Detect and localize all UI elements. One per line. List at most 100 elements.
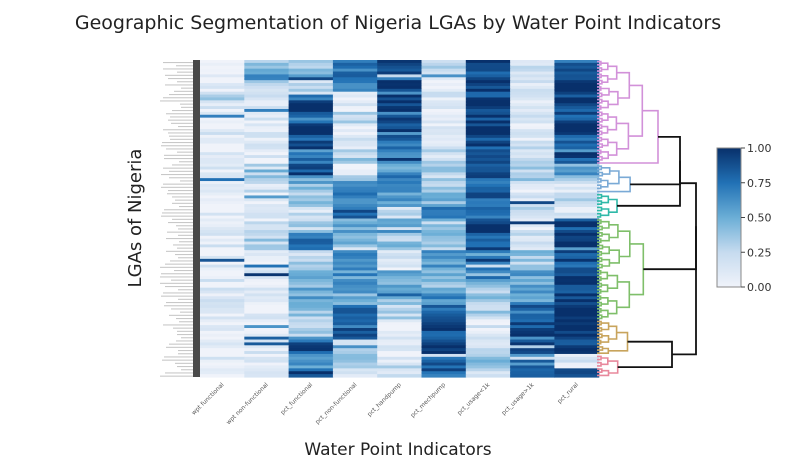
heatmap-cell bbox=[465, 114, 511, 119]
heatmap-cell bbox=[554, 362, 600, 367]
dendrogram-branch bbox=[608, 224, 619, 239]
heatmap-cell bbox=[332, 247, 378, 251]
heatmap-cell bbox=[332, 77, 378, 81]
heatmap-cell bbox=[510, 80, 555, 84]
row-label-mark bbox=[169, 135, 193, 137]
heatmap-cell bbox=[465, 279, 511, 283]
heatmap-cell bbox=[421, 302, 467, 306]
heatmap-cell bbox=[377, 232, 423, 237]
heatmap-cell bbox=[244, 293, 290, 297]
heatmap-cell bbox=[244, 224, 290, 228]
heatmap-cell bbox=[377, 374, 423, 378]
heatmap-cell bbox=[421, 123, 467, 127]
heatmap-cell bbox=[200, 94, 245, 99]
row-label-mark bbox=[167, 193, 193, 195]
heatmap-cell bbox=[200, 267, 245, 271]
heatmap-cell bbox=[377, 192, 423, 197]
heatmap-cell bbox=[332, 307, 378, 312]
heatmap-cell bbox=[510, 204, 555, 208]
heatmap-cell bbox=[200, 155, 245, 159]
heatmap-cell bbox=[200, 106, 245, 110]
row-label-mark bbox=[170, 260, 193, 262]
heatmap-cell bbox=[377, 137, 423, 142]
heatmap-cell bbox=[332, 299, 378, 303]
row-label-mark bbox=[177, 334, 193, 336]
heatmap-cell bbox=[377, 129, 423, 133]
heatmap-cell bbox=[200, 74, 245, 78]
heatmap-cell bbox=[244, 111, 290, 116]
x-tick-label: pct_mechpump bbox=[409, 381, 447, 419]
heatmap-cell bbox=[554, 77, 600, 81]
heatmap-cell bbox=[200, 281, 245, 286]
heatmap-cell bbox=[377, 155, 423, 159]
heatmap-cell bbox=[421, 348, 467, 352]
heatmap-cell bbox=[554, 71, 600, 76]
heatmap-cell bbox=[510, 123, 555, 127]
row-label-mark bbox=[172, 218, 193, 220]
row-label-mark bbox=[168, 119, 193, 121]
heatmap-cell bbox=[200, 88, 245, 93]
heatmap-cell bbox=[465, 106, 511, 110]
heatmap-cell bbox=[200, 103, 245, 107]
heatmap-cell bbox=[200, 160, 245, 165]
heatmap-cell bbox=[377, 117, 423, 122]
heatmap-cell bbox=[377, 287, 423, 292]
heatmap-cell bbox=[377, 88, 423, 93]
heatmap-cell bbox=[332, 88, 378, 93]
heatmap-cell bbox=[244, 250, 290, 254]
heatmap-cell bbox=[288, 284, 334, 289]
heatmap-cell bbox=[510, 71, 555, 76]
row-label-mark bbox=[177, 247, 193, 249]
heatmap-cell bbox=[465, 371, 511, 375]
heatmap-cell bbox=[510, 143, 555, 148]
heatmap-cell bbox=[332, 304, 378, 309]
heatmap-cell bbox=[288, 94, 334, 99]
heatmap-cell bbox=[244, 235, 290, 240]
heatmap-cell bbox=[288, 215, 334, 220]
heatmap-cell bbox=[554, 123, 600, 127]
heatmap-cell bbox=[377, 244, 423, 248]
heatmap-cell bbox=[332, 330, 378, 335]
heatmap-cell bbox=[421, 290, 467, 295]
heatmap-cell bbox=[332, 281, 378, 286]
heatmap-cell bbox=[465, 103, 511, 107]
heatmap-cell bbox=[244, 215, 290, 220]
heatmap-cell bbox=[288, 132, 334, 136]
heatmap-cell bbox=[332, 253, 378, 257]
heatmap-cell bbox=[244, 157, 290, 162]
heatmap-cell bbox=[421, 351, 467, 355]
heatmap-cell bbox=[244, 80, 290, 84]
heatmap-cell bbox=[244, 374, 290, 378]
heatmap-cell bbox=[200, 339, 245, 344]
x-tick-label: pct_non-functional bbox=[314, 381, 359, 426]
heatmap-cell bbox=[421, 336, 467, 341]
heatmap-cell bbox=[510, 270, 555, 274]
heatmap-cell bbox=[288, 342, 334, 346]
heatmap-cell bbox=[554, 319, 600, 323]
row-label-mark bbox=[172, 164, 193, 166]
heatmap-cell bbox=[288, 134, 334, 139]
heatmap-cell bbox=[200, 132, 245, 136]
heatmap-cell bbox=[332, 108, 378, 113]
heatmap-cell bbox=[288, 120, 334, 124]
heatmap-cell bbox=[200, 328, 245, 332]
heatmap-cell bbox=[200, 172, 245, 176]
heatmap-cell bbox=[465, 351, 511, 355]
heatmap-cell bbox=[421, 339, 467, 344]
heatmap-cell bbox=[200, 261, 245, 266]
heatmap-cell bbox=[421, 97, 467, 101]
heatmap-cell bbox=[554, 192, 600, 197]
heatmap-cell bbox=[288, 206, 334, 211]
heatmap-cell bbox=[288, 227, 334, 231]
heatmap-cell bbox=[377, 264, 423, 269]
heatmap-cell bbox=[200, 325, 245, 329]
heatmap-cell bbox=[288, 126, 334, 130]
heatmap-cell bbox=[332, 212, 378, 217]
colorbar-gradient bbox=[716, 147, 742, 288]
heatmap-cell bbox=[332, 293, 378, 297]
heatmap-cell bbox=[377, 235, 423, 240]
dendrogram-branch bbox=[608, 331, 629, 352]
heatmap-cell bbox=[332, 371, 378, 375]
heatmap-cell bbox=[510, 68, 555, 73]
